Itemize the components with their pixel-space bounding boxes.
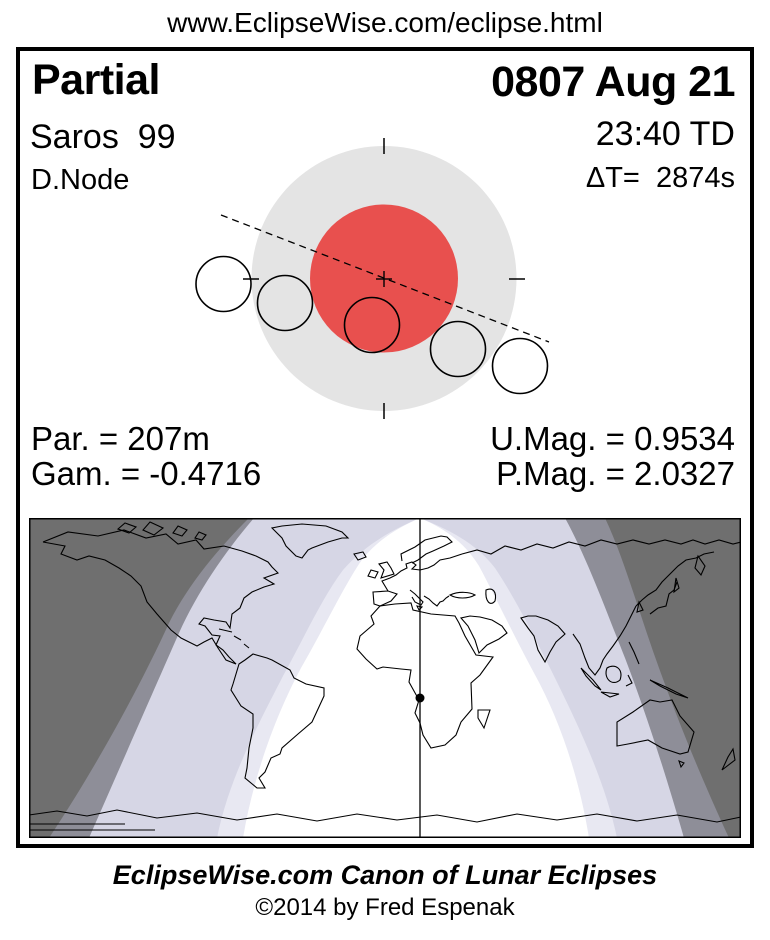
moon-positions <box>195 255 549 395</box>
coast-black-sea <box>448 591 477 599</box>
shadow-center-cross <box>376 271 392 287</box>
zone-eclipse-fully-visible <box>243 518 589 838</box>
visibility-map <box>29 518 741 838</box>
coast-kamchatka <box>673 554 706 594</box>
coast-new-zealand <box>721 747 736 771</box>
coast-philippines <box>628 641 640 665</box>
eclipse-type-title: Partial <box>32 56 160 104</box>
eclipse-date: 0807 Aug 21 <box>491 58 735 106</box>
coast-arctic-islands <box>116 521 207 541</box>
coast-arabia <box>459 615 508 655</box>
eclipse-time: 23:40 TD <box>595 115 735 153</box>
coast-southeast-asia <box>572 605 637 676</box>
coast-antarctica <box>29 809 741 831</box>
umbral-magnitude-stat: U.Mag. = 0.9534 <box>490 420 735 457</box>
site-url-link[interactable]: www.EclipseWise.com/eclipse.html <box>167 7 603 38</box>
coast-madagascar <box>477 709 491 730</box>
coast-north-america-east <box>42 529 280 665</box>
coast-greece <box>423 595 450 607</box>
shadow-diagram <box>195 138 550 419</box>
moon-circle-1 <box>195 255 252 313</box>
coast-australia <box>616 699 695 769</box>
moon-circle-4 <box>429 320 487 378</box>
partial-duration-stat: Par. = 207m <box>31 420 210 457</box>
moon-circle-5 <box>491 337 549 395</box>
footer-canon-title: EclipseWise.com Canon of Lunar Eclipses <box>112 860 658 890</box>
penumbra-tick-marks <box>243 138 525 419</box>
coast-africa <box>356 602 494 749</box>
coast-caribbean <box>218 628 250 649</box>
coast-new-guinea <box>649 679 689 699</box>
sub-lunar-point-dot <box>415 693 425 703</box>
delta-t-value: ΔT= 2874s <box>585 162 735 194</box>
moon-path-dashed-line <box>220 214 550 343</box>
coast-caspian-sea <box>485 588 497 604</box>
coast-japan <box>636 581 678 615</box>
coast-india <box>520 615 566 664</box>
coast-siberia <box>461 539 741 555</box>
coastlines <box>29 521 741 831</box>
coast-europe-north <box>381 553 463 592</box>
moon-circle-2 <box>256 274 314 332</box>
coast-greenland <box>270 523 350 559</box>
coast-indonesia <box>580 665 633 698</box>
gamma-stat: Gam. = -0.4716 <box>31 455 262 492</box>
node-label: D.Node <box>31 164 130 196</box>
eclipse-card: Partial Saros 99 D.Node 0807 Aug 21 23:4… <box>16 47 754 848</box>
footer-copyright: ©2014 by Fred Espenak <box>255 894 515 921</box>
map-border <box>29 518 741 838</box>
saros-label: Saros 99 <box>30 118 176 156</box>
moon-circle-3 <box>343 296 401 354</box>
penumbral-magnitude-stat: P.Mag. = 2.0327 <box>496 455 735 492</box>
coast-scandinavia <box>400 535 453 564</box>
coast-iceland <box>353 551 367 561</box>
coast-north-america-west <box>42 541 237 665</box>
coast-british-isles <box>367 561 395 579</box>
coast-south-america <box>230 653 325 789</box>
